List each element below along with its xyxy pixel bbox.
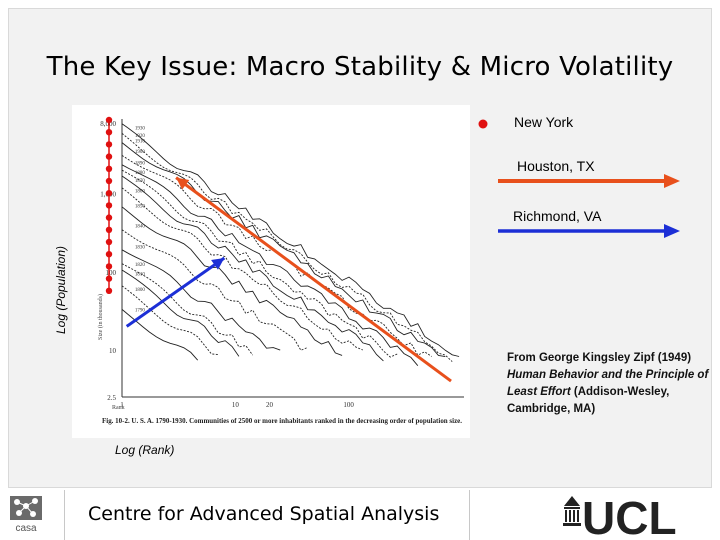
y-tick-label: 2.5	[107, 394, 116, 402]
census-year-label: 1840	[135, 225, 146, 230]
census-year-label: 1870	[135, 179, 146, 184]
figure-caption: Fig. 10-2. U. S. A. 1790-1930. Communiti…	[102, 417, 462, 425]
citation: From George Kingsley Zipf (1949) Human B…	[507, 350, 712, 418]
legend-houston: Houston, TX	[517, 158, 595, 174]
citation-publisher: (Addison-Wesley, Cambridge, MA)	[507, 386, 670, 415]
x-tick-label: 1	[120, 401, 124, 409]
legend-new-york: New York	[514, 114, 574, 130]
highlight-trajectory	[175, 176, 452, 383]
centre-name: Centre for Advanced Spatial Analysis	[88, 503, 440, 525]
census-curve	[121, 206, 343, 356]
new-york-marker-icon	[478, 119, 488, 129]
x-tick-label: 100	[343, 401, 354, 409]
census-year-label: 1790	[135, 308, 146, 313]
census-year-label: 1820	[135, 263, 146, 268]
richmond-arrow-icon	[498, 224, 680, 238]
census-year-label: 1920	[135, 134, 146, 139]
footer-title-box	[64, 490, 470, 540]
census-curve	[121, 249, 281, 351]
census-curve	[121, 133, 453, 362]
legend-richmond: Richmond, VA	[513, 208, 602, 224]
ucl-logo-text: UCL	[582, 494, 677, 536]
highlight-arrowhead	[176, 177, 190, 190]
census-curve	[121, 169, 398, 358]
census-year-label: 1910	[135, 139, 146, 144]
census-year-label: 1850	[135, 205, 146, 210]
y-axis-caption: Size (in thousands)	[97, 294, 104, 340]
census-curve	[121, 187, 363, 351]
census-year-label: 1810	[135, 273, 146, 278]
houston-arrow-icon	[498, 174, 680, 188]
x-axis-label: Log (Rank)	[115, 443, 175, 457]
census-year-label: 1900	[135, 150, 146, 155]
y-tick-label: 100	[106, 269, 117, 277]
census-curve	[121, 309, 199, 361]
census-year-label: 1930	[135, 127, 146, 132]
census-curve	[121, 142, 446, 358]
census-curve	[121, 164, 419, 366]
casa-logo-text: casa	[15, 523, 37, 534]
census-year-label: 1880	[135, 171, 146, 176]
census-curve	[121, 269, 240, 357]
census-curve	[121, 123, 460, 357]
x-tick-label: 10	[232, 401, 240, 409]
census-curve	[121, 229, 308, 351]
x-tick-label: 20	[266, 401, 274, 409]
y-axis-label: Log (Population)	[54, 245, 68, 335]
citation-line1: From George Kingsley Zipf (1949)	[507, 352, 692, 364]
census-year-label: 1860	[135, 189, 146, 194]
census-curve	[121, 285, 219, 356]
x-axis-caption: Rank	[112, 405, 125, 411]
citation-book-title: Human Behavior and the Principle of Leas…	[507, 369, 709, 398]
y-tick-label: 10	[109, 347, 117, 355]
highlight-trajectory	[125, 256, 226, 328]
ucl-logo: UCL	[563, 494, 677, 536]
census-curve	[121, 155, 432, 357]
census-curve	[121, 263, 254, 356]
census-year-label: 1890	[135, 161, 146, 166]
casa-logo: casa	[10, 496, 42, 534]
census-year-label: 1800	[135, 288, 146, 293]
census-year-label: 1830	[135, 246, 146, 251]
census-curve	[121, 175, 384, 362]
highlight-arrowhead	[211, 258, 225, 270]
slide-title: The Key Issue: Macro Stability & Micro V…	[46, 52, 674, 82]
